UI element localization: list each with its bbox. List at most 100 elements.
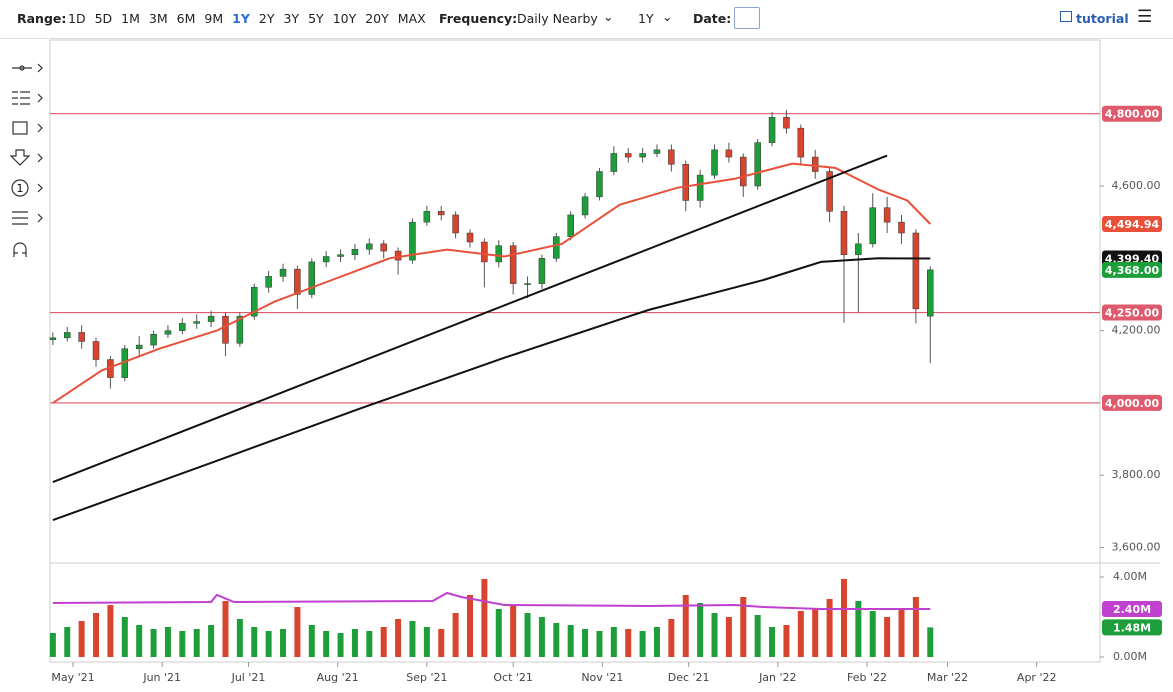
candle-body [78,332,85,342]
volume-bar [351,629,358,657]
tutorial-icon [1060,11,1072,22]
volume-bar [395,619,402,657]
volume-bar [64,627,71,657]
tool-magnet[interactable] [13,242,27,257]
candle-body [811,156,819,172]
range-button[interactable]: 1M [121,11,140,26]
price-badge-label: 1.48M [1113,621,1151,634]
price-badge [1102,261,1162,278]
tool-number[interactable] [11,179,29,197]
volume-bar [164,627,171,657]
x-tick-label: Feb '22 [847,671,887,684]
volume-bar [93,613,100,657]
tutorial-link[interactable]: tutorial [1076,11,1129,26]
candle-body [927,269,934,317]
tool-rect[interactable] [12,121,28,135]
calendar-button[interactable] [734,7,760,29]
candle-body [524,283,531,285]
plot-frame [49,39,1101,663]
volume-bar [725,617,732,657]
candle-body [783,117,790,129]
volume-bar [78,621,85,657]
volume-bar [236,619,243,657]
candle-body [696,174,704,201]
volume-bar [265,631,272,657]
price-badge [1102,619,1162,636]
range-button[interactable]: 3Y [283,11,300,26]
candle-body [466,232,474,243]
candle-body [509,245,517,284]
candle-body [840,211,848,255]
candle-body [394,250,402,261]
candle-body [624,153,632,158]
range-button[interactable]: 9M [204,11,224,26]
candle-body [869,207,876,245]
candle-body [322,256,330,263]
volume-bar [567,625,574,657]
candle-body [711,149,718,176]
volume-bar [553,623,560,657]
period-select[interactable]: 1Y [638,11,654,26]
range-button[interactable]: 20Y [365,11,389,26]
candle-body [754,142,761,187]
volume-bar [366,631,373,657]
tool-fib[interactable] [12,91,30,105]
volume-bar [927,627,934,657]
volume-bar [495,609,502,657]
range-button[interactable]: 3M [148,11,168,26]
tool-arrow[interactable] [9,149,31,166]
volume-bar [308,625,315,657]
candle-body [64,332,71,339]
range-button[interactable]: 5Y [308,11,324,26]
price-badge-label: 4,800.00 [1105,108,1160,121]
volume-bar [481,579,488,657]
volume-bar [826,599,833,657]
candle-body [653,149,661,154]
range-button[interactable]: 1Y [232,11,250,26]
volume-bar [294,607,301,657]
range-button[interactable]: 5D [94,11,113,26]
volume-bar [121,617,128,657]
indicator-line [52,162,932,404]
candle-body [740,156,747,187]
range-buttons: 1D 5D 1M 3M 6M 9M 1Y 2Y 3Y 5Y 10Y 20Y MAX [68,11,426,26]
range-button[interactable]: 6M [176,11,196,26]
candle-body [567,214,574,237]
tool-pattern[interactable] [12,211,28,225]
indicator-line [52,154,888,484]
candle-body [351,249,359,255]
volume-bar [754,615,761,657]
chevron: ⌄ [603,9,614,24]
range-button[interactable]: 10Y [332,11,357,26]
volume-bar [438,629,445,657]
y-tick-label: 4,200.00 [1112,324,1161,337]
volume-bar [668,619,675,657]
volume-bar [912,597,919,657]
candle-body [164,330,172,335]
candle-body [179,323,186,331]
x-tick-label: May '21 [51,671,94,684]
frequency-select[interactable]: Daily Nearby [517,11,598,26]
volume-bar [524,613,531,657]
volume-bar [49,633,56,657]
candle-body [495,245,503,263]
price-badge [1102,601,1162,617]
volume-bar [740,597,747,657]
volume-bar [869,611,876,657]
volume-bar [222,601,229,657]
candle-body [481,241,488,263]
range-button[interactable]: 1D [68,11,86,26]
volume-bar [510,605,517,657]
volume-bar [582,629,589,657]
volume-bar [855,601,862,657]
x-tick-label: Oct '21 [493,671,533,684]
range-button[interactable]: 2Y [258,11,275,26]
price-badge-label: 4,494.94 [1105,218,1160,231]
volume-bar [711,613,718,657]
candle-body [409,221,416,261]
candle-body [222,315,229,344]
volume-bar [251,627,258,657]
volume-bar [179,631,186,657]
range-button[interactable]: MAX [397,11,426,26]
menu-button[interactable]: ☰ [1137,7,1153,27]
